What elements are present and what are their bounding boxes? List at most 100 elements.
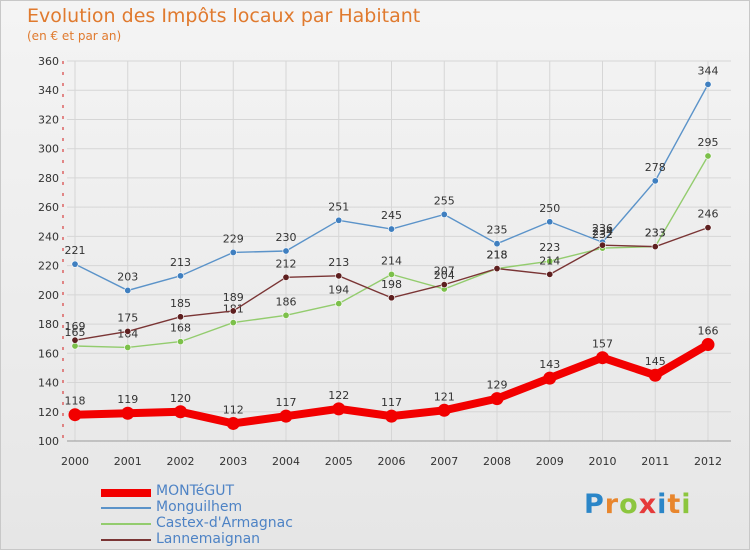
point-castex-d-armagnac (177, 338, 185, 346)
legend-swatch-monguilhem (101, 507, 151, 509)
data-label-mont-gut: 122 (328, 389, 349, 402)
point-monguilhem (387, 225, 395, 233)
point-lannemaignan (598, 241, 606, 249)
point-lannemaignan (387, 294, 395, 302)
data-label-castex-d-armagnac: 168 (170, 322, 191, 335)
y-tick-label: 100 (38, 435, 59, 448)
data-label-lannemaignan: 218 (487, 249, 508, 262)
data-label-monguilhem: 251 (328, 200, 349, 213)
data-label-castex-d-armagnac: 233 (645, 227, 666, 240)
point-monguilhem (704, 80, 712, 88)
point-lannemaignan (546, 270, 554, 278)
y-tick-label: 300 (38, 143, 59, 156)
point-monguilhem (335, 216, 343, 224)
data-label-monguilhem: 213 (170, 256, 191, 269)
data-label-lannemaignan: 246 (698, 208, 719, 221)
point-lannemaignan (493, 265, 501, 273)
data-label-lannemaignan: 233 (645, 227, 666, 240)
point-mont-gut (174, 405, 187, 419)
legend-label: Castex-d'Armagnac (156, 515, 293, 531)
proxiti-logo: Proxiti (584, 489, 692, 520)
data-label-castex-d-armagnac: 218 (487, 249, 508, 262)
data-label-mont-gut: 143 (539, 358, 560, 371)
point-monguilhem (282, 247, 290, 255)
y-tick-label: 220 (38, 260, 59, 273)
data-label-mont-gut: 121 (434, 390, 455, 403)
y-tick-label: 280 (38, 172, 59, 185)
legend-swatch-lannemaignan (101, 539, 151, 541)
point-mont-gut (385, 409, 398, 423)
point-monguilhem (229, 248, 237, 256)
x-tick-label: 2004 (272, 455, 300, 468)
legend-label: Lannemaignan (156, 531, 261, 547)
data-label-mont-gut: 120 (170, 392, 191, 405)
y-tick-label: 120 (38, 406, 59, 419)
point-mont-gut (648, 368, 662, 382)
x-tick-label: 2003 (219, 455, 247, 468)
data-label-monguilhem: 245 (381, 209, 402, 222)
line-chart: 100 120 140 160 180 200 220 240 260 280 300 320 340 3… (38, 55, 731, 468)
point-monguilhem (651, 177, 659, 185)
data-label-monguilhem: 344 (698, 64, 719, 77)
chart-title: Evolution des Impôts locaux par Habitant (27, 5, 421, 27)
point-monguilhem (440, 210, 448, 218)
data-label-monguilhem: 235 (487, 224, 508, 237)
data-label-lannemaignan: 185 (170, 297, 191, 310)
point-lannemaignan (229, 307, 237, 315)
data-label-monguilhem: 255 (434, 194, 455, 207)
data-label-mont-gut: 112 (223, 403, 244, 416)
data-label-lannemaignan: 198 (381, 278, 402, 291)
data-label-lannemaignan: 234 (592, 225, 613, 238)
data-label-lannemaignan: 169 (65, 320, 86, 333)
data-label-mont-gut: 145 (645, 355, 666, 368)
point-castex-d-armagnac (229, 319, 237, 327)
x-tick-label: 2000 (61, 455, 89, 468)
data-label-lannemaignan: 214 (539, 254, 560, 267)
point-mont-gut (121, 406, 135, 420)
x-tick-label: 2008 (483, 455, 511, 468)
point-lannemaignan (177, 313, 185, 321)
point-castex-d-armagnac (282, 311, 290, 319)
data-label-mont-gut: 118 (65, 395, 86, 408)
data-label-castex-d-armagnac: 223 (539, 241, 560, 254)
data-label-lannemaignan: 213 (328, 256, 349, 269)
data-label-lannemaignan: 212 (276, 257, 297, 270)
data-label-castex-d-armagnac: 186 (276, 295, 297, 308)
point-mont-gut (490, 392, 504, 406)
point-lannemaignan (335, 272, 343, 280)
point-castex-d-armagnac (387, 270, 395, 278)
point-mont-gut (596, 351, 609, 365)
point-mont-gut (701, 338, 715, 352)
y-tick-label: 320 (38, 113, 59, 126)
x-tick-label: 2001 (114, 455, 142, 468)
point-lannemaignan (282, 273, 290, 281)
data-label-castex-d-armagnac: 165 (65, 326, 86, 339)
x-tick-label: 2010 (589, 455, 617, 468)
y-tick-label: 140 (38, 377, 59, 390)
point-monguilhem (546, 218, 554, 226)
legend-swatch-montegut (101, 489, 151, 497)
data-label-lannemaignan: 175 (117, 311, 138, 324)
point-monguilhem (493, 240, 501, 248)
point-castex-d-armagnac (71, 342, 79, 350)
data-label-mont-gut: 119 (117, 393, 138, 406)
legend-label: MONTéGUT (156, 483, 235, 499)
x-tick-label: 2012 (694, 455, 722, 468)
point-mont-gut (332, 402, 346, 416)
x-tick-label: 2006 (378, 455, 406, 468)
y-tick-label: 180 (38, 318, 59, 331)
point-lannemaignan (71, 336, 79, 344)
legend-item-monguilhem: Monguilhem (101, 499, 361, 516)
legend-item-castex: Castex-d'Armagnac (101, 515, 361, 532)
data-label-mont-gut: 166 (698, 325, 719, 338)
point-monguilhem (177, 272, 185, 280)
point-castex-d-armagnac (546, 257, 554, 265)
data-label-lannemaignan: 207 (434, 265, 455, 278)
y-tick-label: 260 (38, 201, 59, 214)
data-label-mont-gut: 157 (592, 338, 613, 351)
legend-item-lannemaignan: Lannemaignan (101, 531, 361, 548)
point-lannemaignan (124, 327, 132, 335)
legend: MONTéGUT Monguilhem Castex-d'Armagnac La… (101, 483, 361, 548)
x-tick-label: 2007 (430, 455, 458, 468)
point-mont-gut (68, 408, 82, 422)
